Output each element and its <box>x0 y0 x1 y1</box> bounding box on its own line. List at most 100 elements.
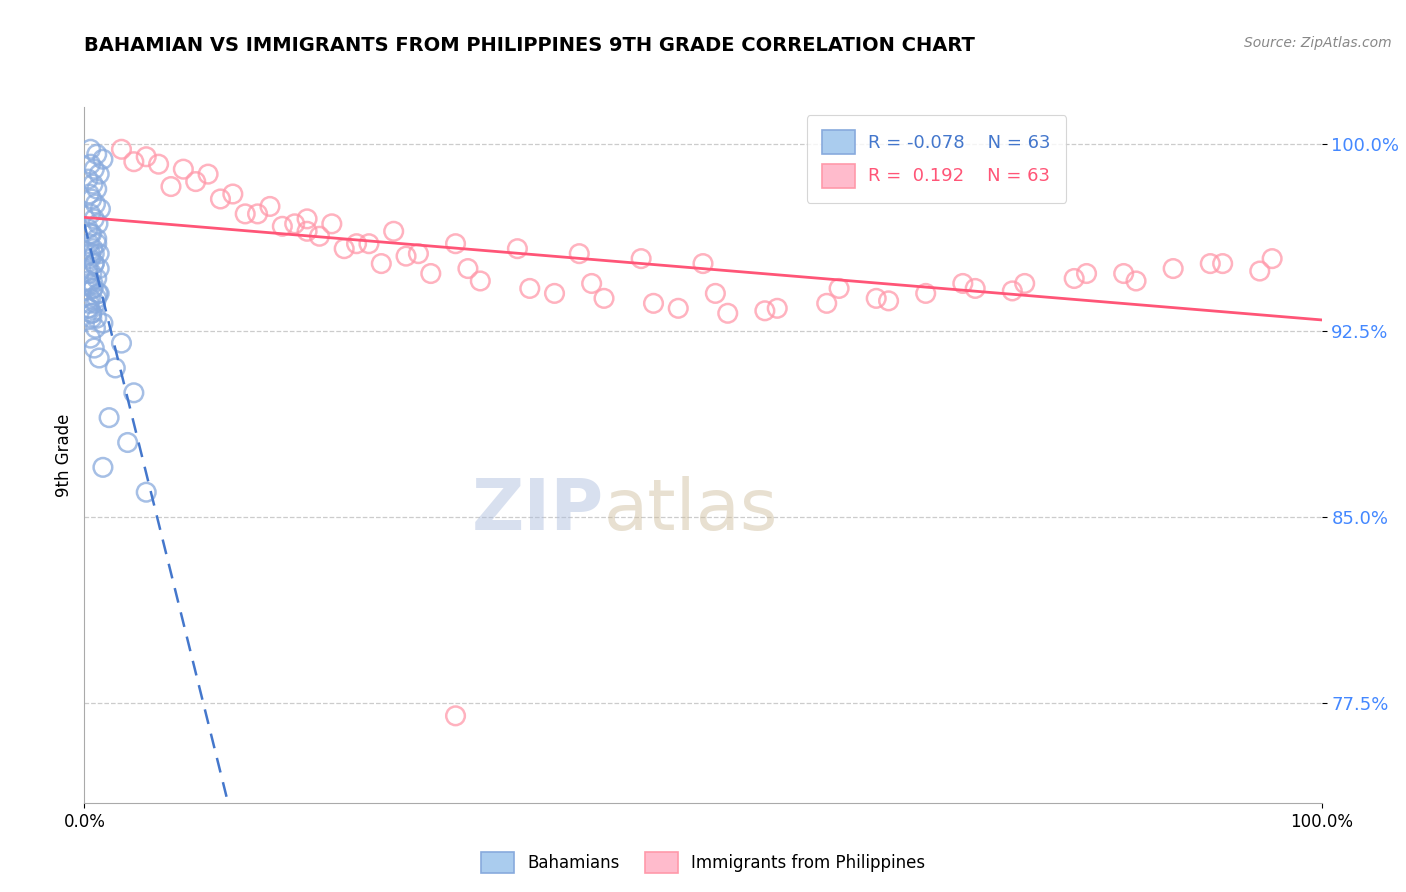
Point <box>704 286 727 301</box>
Point <box>79 207 101 221</box>
Point <box>519 281 541 295</box>
Point <box>83 256 105 270</box>
Point <box>91 316 114 330</box>
Text: atlas: atlas <box>605 476 779 545</box>
Point <box>79 227 101 241</box>
Point <box>877 293 900 308</box>
Point <box>1001 284 1024 298</box>
Point <box>952 277 974 291</box>
Point <box>815 296 838 310</box>
Point <box>444 236 467 251</box>
Point <box>197 167 219 181</box>
Point <box>135 485 157 500</box>
Point <box>295 224 318 238</box>
Point <box>357 236 380 251</box>
Point <box>295 211 318 226</box>
Point <box>284 217 307 231</box>
Point <box>77 172 100 186</box>
Point <box>666 301 689 316</box>
Point <box>160 179 183 194</box>
Point <box>271 219 294 234</box>
Point <box>83 211 105 226</box>
Point <box>91 460 114 475</box>
Point <box>1125 274 1147 288</box>
Point <box>82 242 104 256</box>
Point <box>965 281 987 295</box>
Point <box>83 246 105 260</box>
Point <box>470 274 492 288</box>
Point <box>717 306 740 320</box>
Point <box>259 199 281 213</box>
Point <box>86 232 108 246</box>
Point <box>84 321 107 335</box>
Point <box>86 147 108 161</box>
Point <box>122 385 145 400</box>
Point <box>86 271 108 285</box>
Point <box>79 186 101 201</box>
Point <box>79 301 101 316</box>
Point <box>395 249 418 263</box>
Point <box>79 142 101 156</box>
Point <box>77 261 100 276</box>
Point <box>87 286 110 301</box>
Point <box>104 360 127 375</box>
Point <box>79 236 101 251</box>
Legend: Bahamians, Immigrants from Philippines: Bahamians, Immigrants from Philippines <box>474 846 932 880</box>
Point <box>77 274 100 288</box>
Text: ZIP: ZIP <box>472 476 605 545</box>
Point <box>79 331 101 345</box>
Legend: R = -0.078    N = 63, R =  0.192    N = 63: R = -0.078 N = 63, R = 0.192 N = 63 <box>807 115 1066 202</box>
Point <box>82 277 104 291</box>
Point <box>233 207 256 221</box>
Point <box>77 301 100 316</box>
Point <box>79 296 101 310</box>
Point <box>86 311 108 326</box>
Point <box>543 286 565 301</box>
Point <box>82 177 104 191</box>
Point <box>86 291 108 305</box>
Point <box>593 291 616 305</box>
Point <box>643 296 665 310</box>
Point <box>1261 252 1284 266</box>
Point <box>1249 264 1271 278</box>
Point <box>914 286 936 301</box>
Point <box>110 142 132 156</box>
Point <box>98 410 121 425</box>
Point <box>117 435 139 450</box>
Point <box>89 351 111 365</box>
Point <box>457 261 479 276</box>
Y-axis label: 9th Grade: 9th Grade <box>55 413 73 497</box>
Point <box>222 186 245 201</box>
Point <box>506 242 529 256</box>
Point <box>83 341 105 355</box>
Point <box>87 217 110 231</box>
Point <box>692 256 714 270</box>
Point <box>79 252 101 266</box>
Point <box>1063 271 1085 285</box>
Point <box>79 277 101 291</box>
Point <box>83 162 105 177</box>
Point <box>1076 267 1098 281</box>
Point <box>89 246 111 260</box>
Point <box>86 236 108 251</box>
Point <box>135 150 157 164</box>
Point <box>89 286 111 301</box>
Point <box>110 336 132 351</box>
Point <box>308 229 330 244</box>
Text: Source: ZipAtlas.com: Source: ZipAtlas.com <box>1244 36 1392 50</box>
Point <box>122 154 145 169</box>
Point <box>581 277 603 291</box>
Point <box>444 708 467 723</box>
Point <box>1014 277 1036 291</box>
Point <box>1161 261 1184 276</box>
Point <box>184 175 207 189</box>
Point <box>321 217 343 231</box>
Point <box>80 306 103 320</box>
Point <box>91 152 114 166</box>
Point <box>77 221 100 235</box>
Point <box>79 291 101 305</box>
Point <box>865 291 887 305</box>
Point <box>80 306 103 320</box>
Point <box>766 301 789 316</box>
Point <box>333 242 356 256</box>
